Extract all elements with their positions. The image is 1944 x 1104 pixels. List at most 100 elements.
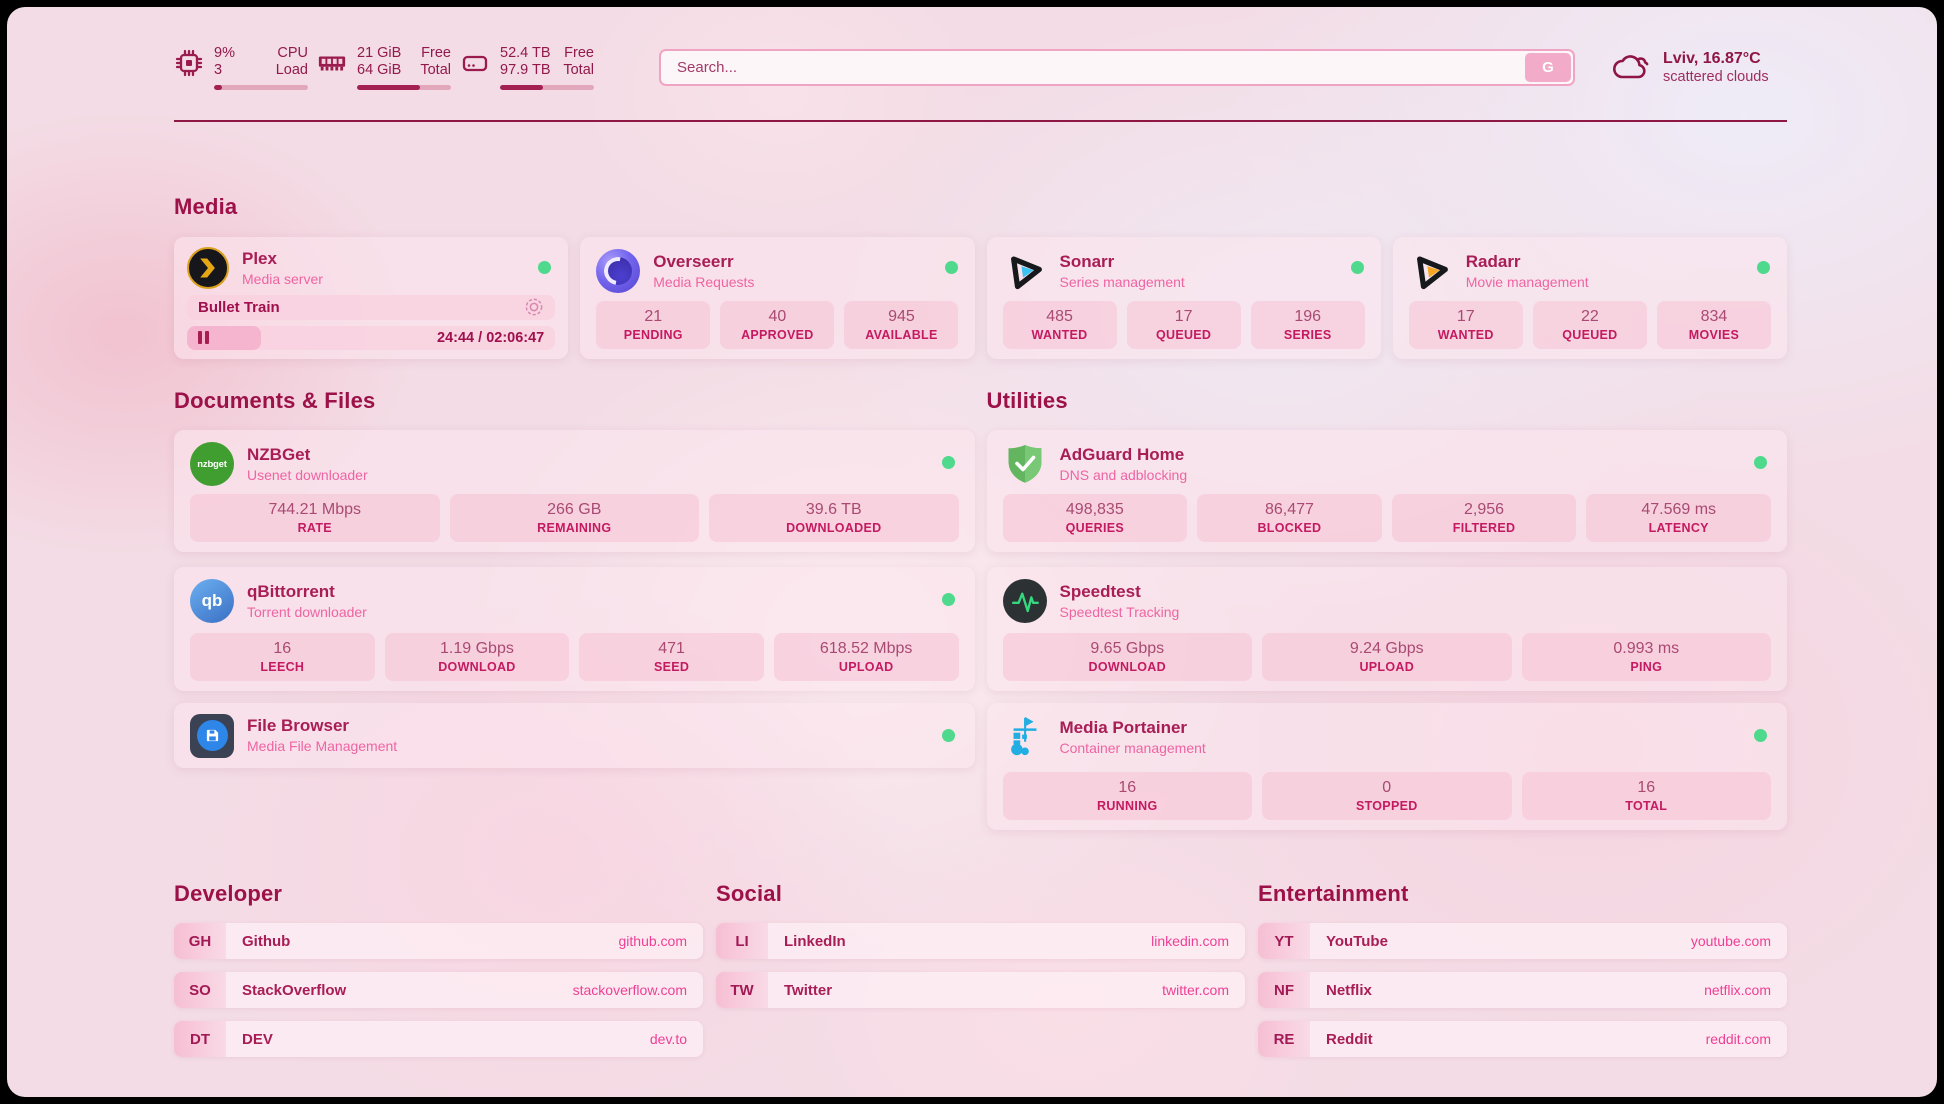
- stat-tile: 16 TOTAL: [1521, 772, 1771, 820]
- link-name: DEV: [242, 1030, 273, 1048]
- adguard-card[interactable]: AdGuard Home DNS and adblocking 498,835 Q…: [986, 430, 1787, 552]
- app-subtitle: Speedtest Tracking: [1059, 603, 1180, 620]
- weather-location-temp: Lviv, 16.87°C: [1663, 49, 1761, 67]
- app-title: AdGuard Home: [1059, 444, 1185, 464]
- link-row-github[interactable]: GH Github github.com: [174, 923, 703, 959]
- link-row-reddit[interactable]: RE Reddit reddit.com: [1258, 1021, 1787, 1057]
- link-row-youtube[interactable]: YT YouTube youtube.com: [1258, 923, 1787, 959]
- utilities-column: AdGuard Home DNS and adblocking 498,835 Q…: [986, 430, 1787, 830]
- link-url: netflix.com: [1704, 982, 1771, 998]
- link-abbr: SO: [174, 972, 226, 1008]
- playback-time: 24:44 / 02:06:47: [437, 329, 545, 346]
- app-subtitle: Media server: [242, 270, 323, 287]
- stat-tile: 22 QUEUED: [1532, 301, 1647, 349]
- app-title: File Browser: [247, 716, 350, 735]
- status-dot: [538, 261, 552, 274]
- qbittorrent-card[interactable]: qb qBittorrent Torrent downloader 16 LEEC…: [174, 567, 975, 691]
- link-abbr: RE: [1258, 1021, 1310, 1057]
- sonarr-card[interactable]: Sonarr Series management 485 WANTED 17 QUE…: [986, 237, 1381, 359]
- status-dot: [944, 261, 958, 274]
- entertainment-section-title: Entertainment: [1258, 881, 1409, 906]
- stat-tile: 17 WANTED: [1408, 301, 1523, 349]
- weather-widget: Lviv, 16.87°C scattered clouds: [1611, 49, 1787, 86]
- developer-section-title: Developer: [174, 881, 283, 906]
- app-title: Media Portainer: [1059, 717, 1188, 737]
- link-row-twitter[interactable]: TW Twitter twitter.com: [716, 972, 1245, 1008]
- link-url: github.com: [618, 933, 687, 949]
- cpu-usage-value: 9%: [214, 44, 235, 61]
- stat-tile: 1.19 Gbps DOWNLOAD: [384, 633, 570, 681]
- link-abbr: TW: [716, 972, 768, 1008]
- speedtest-icon: [1002, 579, 1047, 623]
- link-name: Reddit: [1326, 1030, 1373, 1048]
- sonarr-icon: [1003, 249, 1047, 293]
- now-playing-title: Bullet Train: [198, 298, 280, 316]
- memory-free-label: Free: [421, 44, 451, 61]
- link-abbr: DT: [174, 1021, 226, 1057]
- disk-progress-fill: [500, 84, 544, 90]
- app-title: Plex: [242, 248, 277, 268]
- stat-tile: 17 QUEUED: [1126, 301, 1241, 349]
- app-title: Radarr: [1465, 251, 1521, 271]
- link-row-linkedin[interactable]: LI LinkedIn linkedin.com: [716, 923, 1245, 959]
- cast-icon: [525, 298, 543, 316]
- link-abbr: NF: [1258, 972, 1310, 1008]
- disk-free-label: Free: [564, 44, 594, 61]
- cpu-widget: 9% CPU 3 Load: [174, 45, 308, 90]
- link-abbr: LI: [716, 923, 768, 959]
- social-section: Social LI LinkedIn linkedin.com TW Twitt…: [716, 881, 1245, 1070]
- app-subtitle: Container management: [1059, 739, 1206, 756]
- filebrowser-card[interactable]: File Browser Media File Management: [174, 703, 975, 768]
- status-dot: [941, 456, 955, 469]
- radarr-card[interactable]: Radarr Movie management 17 WANTED 22 QUEUE…: [1392, 237, 1787, 359]
- developer-section: Developer GH Github github.com SO StackO…: [174, 881, 703, 1070]
- pause-icon[interactable]: [198, 331, 209, 345]
- stat-tile: 39.6 TB DOWNLOADED: [709, 494, 959, 542]
- stat-tile: 834 MOVIES: [1656, 301, 1771, 349]
- cloud-icon: [1613, 55, 1649, 79]
- link-url: youtube.com: [1690, 933, 1771, 949]
- link-row-netflix[interactable]: NF Netflix netflix.com: [1258, 972, 1787, 1008]
- link-abbr: GH: [174, 923, 226, 959]
- app-subtitle: Media File Management: [247, 738, 398, 754]
- memory-progress-fill: [357, 84, 420, 90]
- search-input[interactable]: [659, 48, 1575, 86]
- app-subtitle: Media Requests: [653, 273, 755, 290]
- memory-total-value: 64 GiB: [357, 62, 402, 78]
- stat-tile: 498,835 QUERIES: [1002, 494, 1188, 542]
- disk-progress-bar: [500, 84, 594, 90]
- documents-column: nzbget NZBGet Usenet downloader 744.21 M…: [174, 430, 975, 830]
- search-engine-button[interactable]: G: [1525, 52, 1571, 82]
- link-name: Netflix: [1326, 981, 1372, 999]
- link-url: reddit.com: [1705, 1031, 1771, 1047]
- now-playing-row: Bullet Train: [187, 295, 556, 320]
- status-dot: [1754, 456, 1767, 469]
- link-abbr: YT: [1258, 923, 1310, 959]
- topbar-divider: [174, 120, 1787, 122]
- overseerr-card[interactable]: Overseerr Media Requests 21 PENDING 40 APP…: [580, 237, 975, 359]
- link-name: YouTube: [1326, 932, 1388, 950]
- disk-total-value: 97.9 TB: [500, 62, 551, 78]
- stat-tile: 0.993 ms PING: [1521, 633, 1771, 681]
- status-dot: [1350, 261, 1364, 274]
- link-row-dev[interactable]: DT DEV dev.to: [174, 1021, 703, 1057]
- link-url: dev.to: [649, 1031, 687, 1047]
- filebrowser-icon: [190, 713, 234, 758]
- stat-tile: 485 WANTED: [1002, 301, 1117, 349]
- app-subtitle: DNS and adblocking: [1059, 466, 1188, 483]
- link-row-stackoverflow[interactable]: SO StackOverflow stackoverflow.com: [174, 972, 703, 1008]
- nzbget-card[interactable]: nzbget NZBGet Usenet downloader 744.21 M…: [174, 430, 975, 552]
- plex-card[interactable]: Plex Media server Bullet Train 24:44 / 0…: [174, 237, 569, 359]
- portainer-card[interactable]: Media Portainer Container management 16 R…: [986, 703, 1787, 830]
- link-url: linkedin.com: [1151, 933, 1229, 949]
- app-subtitle: Usenet downloader: [247, 466, 368, 483]
- adguard-icon: [1003, 442, 1047, 486]
- app-subtitle: Series management: [1059, 273, 1185, 290]
- stat-tile: 47.569 ms LATENCY: [1586, 494, 1771, 542]
- speedtest-card[interactable]: Speedtest Speedtest Tracking 9.65 Gbps DO…: [986, 567, 1787, 691]
- radarr-icon: [1409, 249, 1453, 293]
- cpu-progress-bar: [214, 84, 308, 90]
- media-section-title: Media: [174, 194, 238, 219]
- media-section: Media Plex Media server Bullet Train: [174, 194, 1787, 359]
- link-url: twitter.com: [1162, 982, 1229, 998]
